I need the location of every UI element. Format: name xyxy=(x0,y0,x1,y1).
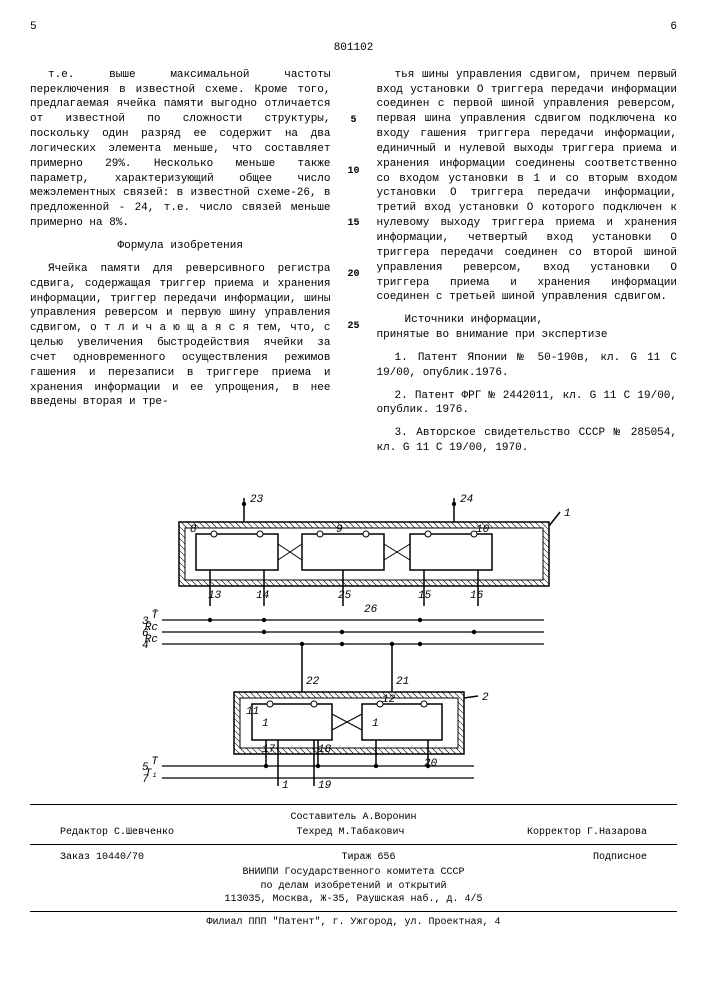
line-mark: 25 xyxy=(347,320,359,334)
svg-text:1: 1 xyxy=(372,718,379,730)
page: 5 6 801102 т.е. выше максимальной частот… xyxy=(0,0,707,949)
text-columns: т.е. выше максимальной частоты переключе… xyxy=(30,68,677,464)
svg-text:19: 19 xyxy=(318,780,332,790)
svg-text:13: 13 xyxy=(208,590,222,602)
source-3: 3. Авторское свидетельство СССР № 285054… xyxy=(377,426,678,456)
footer-org2: по делам изобретений и открытий xyxy=(30,880,677,894)
footer-order: Заказ 10440/70 xyxy=(60,851,144,865)
page-left: 5 xyxy=(30,20,37,35)
document-number: 801102 xyxy=(30,41,677,56)
line-mark: 15 xyxy=(347,217,359,231)
sources-title: Источники информации, xyxy=(377,313,678,328)
footer-sub: Подписное xyxy=(593,851,647,865)
footer-row-1: Редактор С.Шевченко Техред М.Табакович К… xyxy=(60,826,647,840)
footer: Составитель А.Воронин Редактор С.Шевченк… xyxy=(30,804,677,930)
line-mark: 5 xyxy=(350,114,356,128)
footer-org1: ВНИИПИ Государственного комитета СССР xyxy=(30,866,677,880)
footer-corrector: Корректор Г.Назарова xyxy=(527,826,647,840)
footer-tech: Техред М.Табакович xyxy=(296,826,404,840)
svg-text:17: 17 xyxy=(262,744,276,756)
svg-text:25: 25 xyxy=(338,590,352,602)
left-column: т.е. выше максимальной частоты переключе… xyxy=(30,68,331,464)
circuit-diagram: 12891023241314251516263T̄6R̄c4Rc22211111… xyxy=(114,480,594,790)
right-column: тья шины управления сдвигом, причем перв… xyxy=(377,68,678,464)
source-2: 2. Патент ФРГ № 2442011, кл. G 11 С 19/0… xyxy=(377,389,678,419)
svg-text:23: 23 xyxy=(250,494,264,506)
svg-text:14: 14 xyxy=(256,590,269,602)
footer-editor: Редактор С.Шевченко xyxy=(60,826,174,840)
left-p2: Ячейка памяти для реверсивного регистра … xyxy=(30,262,331,410)
line-mark: 10 xyxy=(347,165,359,179)
footer-addr: 113035, Москва, Ж-35, Раушская наб., д. … xyxy=(30,893,677,907)
footer-row-2: Заказ 10440/70 Тираж 656 Подписное xyxy=(60,851,647,865)
footer-filial: Филиал ППП "Патент", г. Ужгород, ул. Про… xyxy=(30,916,677,930)
svg-text:T: T xyxy=(151,756,159,768)
line-number-gutter: 5 10 15 20 25 xyxy=(347,68,361,464)
source-1: 1. Патент Японии № 50-190в, кл. G 11 С 1… xyxy=(377,351,678,381)
svg-text:10: 10 xyxy=(476,524,490,536)
page-right: 6 xyxy=(670,20,677,35)
sources-sub: принятые во внимание при экспертизе xyxy=(377,328,678,343)
footer-tirage: Тираж 656 xyxy=(341,851,395,865)
svg-text:1: 1 xyxy=(564,508,571,520)
footer-mid: Заказ 10440/70 Тираж 656 Подписное ВНИИП… xyxy=(30,844,677,907)
svg-text:22: 22 xyxy=(306,676,320,688)
svg-text:24: 24 xyxy=(460,494,473,506)
svg-text:8: 8 xyxy=(190,524,197,536)
footer-compiler: Составитель А.Воронин xyxy=(30,811,677,825)
svg-text:T₁: T₁ xyxy=(144,768,157,780)
formula-title: Формула изобретения xyxy=(30,239,331,254)
svg-text:Rc: Rc xyxy=(144,634,158,646)
svg-text:15: 15 xyxy=(418,590,432,602)
svg-text:16: 16 xyxy=(470,590,484,602)
svg-text:12: 12 xyxy=(382,694,396,706)
svg-text:R̄c: R̄c xyxy=(144,620,158,633)
line-mark: 20 xyxy=(347,268,359,282)
svg-text:T̄: T̄ xyxy=(151,608,159,621)
svg-text:1: 1 xyxy=(282,780,289,790)
svg-text:20: 20 xyxy=(424,758,438,770)
svg-text:1: 1 xyxy=(262,718,269,730)
footer-last: Филиал ППП "Патент", г. Ужгород, ул. Про… xyxy=(30,911,677,930)
svg-text:9: 9 xyxy=(336,524,343,536)
svg-text:18: 18 xyxy=(318,744,332,756)
svg-text:21: 21 xyxy=(396,676,409,688)
left-p1: т.е. выше максимальной частоты переключе… xyxy=(30,68,331,231)
svg-text:11: 11 xyxy=(246,706,259,718)
right-p1: тья шины управления сдвигом, причем перв… xyxy=(377,68,678,306)
svg-text:2: 2 xyxy=(482,692,489,704)
page-header: 5 6 xyxy=(30,20,677,35)
svg-text:26: 26 xyxy=(364,604,378,616)
